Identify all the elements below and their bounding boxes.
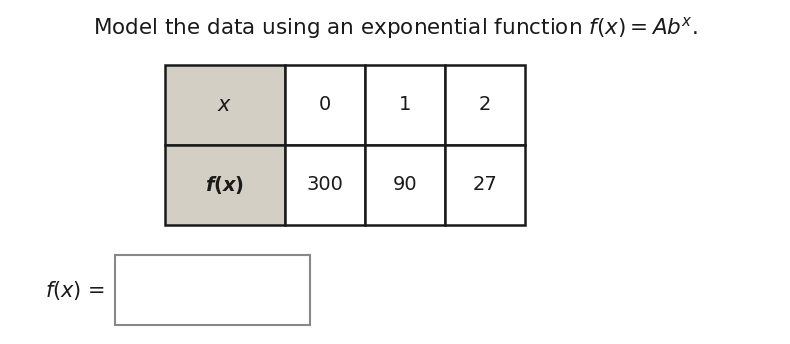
Bar <box>445 145 525 225</box>
Text: 90: 90 <box>393 175 417 194</box>
Bar <box>445 65 525 145</box>
Text: 300: 300 <box>307 175 344 194</box>
Text: $\boldsymbol{f(x)}$: $\boldsymbol{f(x)}$ <box>205 174 245 196</box>
Bar <box>115 255 310 325</box>
Text: $x$: $x$ <box>217 95 232 115</box>
Text: 27: 27 <box>472 175 498 194</box>
Text: Model the data using an exponential function $f(x) = Ab^x$.: Model the data using an exponential func… <box>92 15 698 41</box>
Text: 1: 1 <box>399 96 411 115</box>
Bar <box>365 145 445 225</box>
Bar <box>285 145 365 225</box>
Text: 2: 2 <box>479 96 491 115</box>
Bar <box>285 65 365 145</box>
Bar <box>165 65 285 145</box>
Bar <box>365 65 445 145</box>
Text: $f(x)$ =: $f(x)$ = <box>45 279 105 301</box>
Text: 0: 0 <box>319 96 331 115</box>
Bar <box>165 145 285 225</box>
